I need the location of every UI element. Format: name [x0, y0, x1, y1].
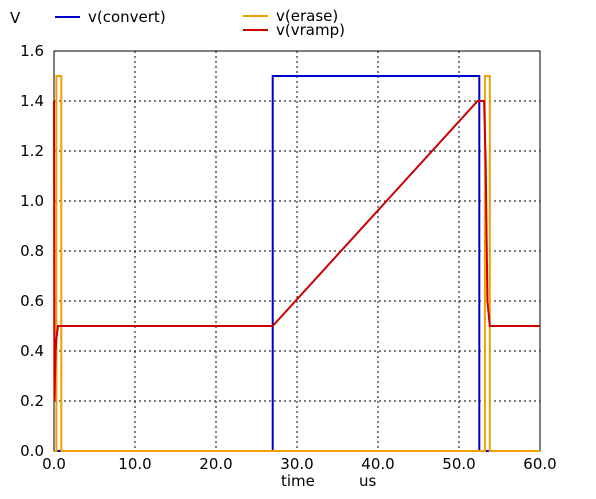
y-tick-label: 0.6: [20, 292, 44, 310]
x-tick-label: 20.0: [199, 455, 232, 473]
y-tick-label: 0.2: [20, 392, 44, 410]
x-tick-label: 60.0: [523, 455, 556, 473]
tick-labels: 0.0 10.0 20.0 30.0 40.0 50.0 60.0 0.0 0.2 0.4 0.6 0…: [20, 42, 557, 473]
x-tick-label: 10.0: [118, 455, 151, 473]
x-axis-label: time: [281, 472, 315, 490]
y-tick-label: 1.2: [20, 142, 44, 160]
y-tick-label: 0.0: [20, 442, 44, 460]
legend-label-erase: v(erase): [276, 7, 338, 25]
x-tick-label: 0.0: [42, 455, 66, 473]
legend-label-convert: v(convert): [88, 8, 166, 26]
x-tick-label: 40.0: [361, 455, 394, 473]
series-layer: [53, 75, 540, 452]
x-tick-label: 30.0: [280, 455, 313, 473]
y-tick-label: 1.6: [20, 42, 44, 60]
series-line-v-erase: [54, 75, 540, 452]
series-line-v-vramp: [53, 100, 540, 402]
legend-label-vramp: v(vramp): [276, 21, 345, 39]
y-tick-label: 0.8: [20, 242, 44, 260]
legend: v(convert) v(erase) v(vramp): [55, 7, 345, 39]
y-tick-label: 1.4: [20, 92, 44, 110]
grid: [54, 51, 540, 451]
x-tick-label: 50.0: [442, 455, 475, 473]
y-unit-label: V: [10, 9, 21, 27]
x-axis-unit: us: [359, 472, 377, 490]
y-tick-label: 0.4: [20, 342, 44, 360]
y-tick-label: 1.0: [20, 192, 44, 210]
